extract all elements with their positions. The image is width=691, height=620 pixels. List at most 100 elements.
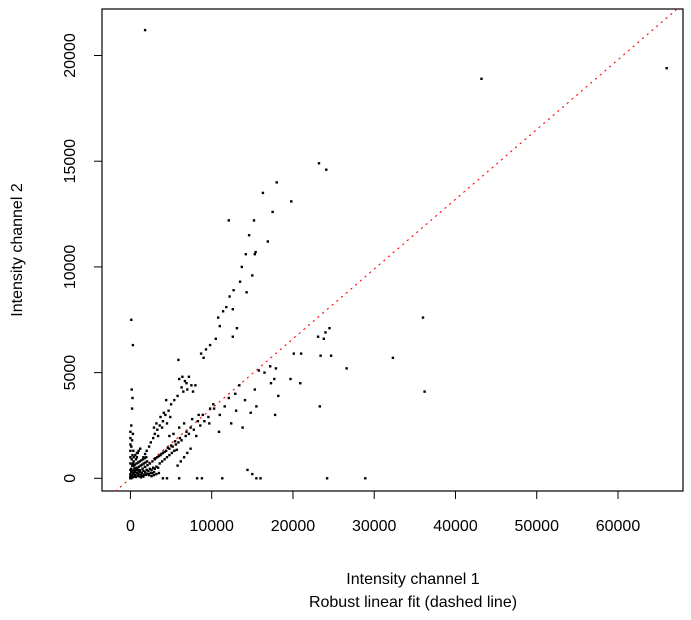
data-point	[178, 426, 181, 429]
data-point	[194, 384, 197, 387]
data-point	[152, 473, 156, 477]
data-point	[160, 426, 164, 429]
data-point	[316, 335, 320, 338]
data-point	[266, 240, 269, 243]
fit-line	[115, 8, 678, 492]
data-point	[147, 473, 151, 477]
data-point	[135, 462, 138, 465]
data-point	[247, 234, 251, 237]
data-point	[152, 426, 156, 429]
data-point	[155, 472, 158, 476]
data-point	[161, 477, 165, 480]
y-tick-label: 15000	[62, 139, 79, 184]
data-point	[257, 369, 260, 372]
data-point	[146, 464, 149, 467]
x-tick-label: 10000	[189, 518, 234, 535]
data-point	[171, 445, 174, 448]
data-point	[156, 456, 159, 459]
data-point	[136, 466, 139, 469]
data-point	[232, 289, 235, 292]
data-point	[319, 354, 322, 357]
data-point	[207, 415, 210, 419]
data-point	[163, 450, 166, 454]
data-point	[364, 477, 367, 480]
x-axis: 0 10000 20000 30000 40000 50000 60000	[126, 490, 641, 535]
data-point	[137, 449, 140, 452]
data-point	[140, 459, 143, 462]
data-point	[158, 424, 161, 427]
data-point	[173, 440, 177, 443]
data-point	[149, 471, 152, 474]
data-point	[145, 472, 148, 476]
data-point	[208, 422, 211, 425]
data-point	[155, 422, 158, 425]
data-point	[156, 466, 160, 469]
data-point	[318, 405, 321, 408]
data-point	[180, 386, 183, 389]
data-point	[169, 403, 173, 406]
data-point	[254, 250, 257, 254]
data-point	[132, 449, 135, 452]
data-point	[271, 210, 274, 214]
data-point	[177, 358, 180, 362]
data-point	[183, 379, 187, 383]
data-point	[235, 327, 239, 330]
data-point	[158, 462, 161, 465]
fit-line-layer	[115, 8, 678, 492]
data-point	[223, 405, 226, 408]
data-point	[261, 191, 265, 195]
x-tick-label: 60000	[596, 518, 641, 535]
data-point	[289, 377, 292, 381]
data-point	[329, 354, 333, 357]
data-point	[130, 473, 133, 477]
data-point	[182, 422, 186, 425]
data-point	[165, 449, 168, 452]
data-point	[179, 460, 182, 463]
data-point	[176, 464, 179, 467]
data-point	[214, 337, 217, 340]
data-point	[131, 343, 135, 347]
data-point	[157, 471, 161, 475]
data-point	[221, 477, 224, 480]
data-point	[129, 443, 132, 446]
data-point	[173, 449, 176, 452]
data-point	[245, 291, 248, 294]
data-point	[180, 439, 183, 442]
data-point	[135, 468, 138, 472]
data-point	[145, 449, 148, 452]
data-point	[134, 475, 138, 479]
data-point	[147, 469, 150, 473]
data-point	[202, 356, 205, 359]
data-point	[134, 473, 137, 477]
data-point	[129, 468, 132, 472]
data-point	[227, 219, 230, 222]
y-tick-label: 0	[62, 474, 79, 483]
data-point	[129, 430, 132, 433]
data-point	[160, 460, 164, 463]
data-point	[137, 461, 140, 464]
data-point	[139, 464, 142, 467]
data-point	[131, 476, 135, 479]
data-point	[322, 337, 325, 340]
data-point	[249, 411, 252, 414]
data-point	[190, 384, 193, 387]
data-point	[165, 422, 169, 425]
data-point	[391, 356, 395, 359]
data-point	[246, 468, 249, 472]
data-point	[129, 472, 132, 476]
data-point	[132, 456, 135, 459]
data-point	[131, 462, 135, 465]
data-point	[299, 352, 303, 355]
data-point	[153, 467, 156, 470]
data-point	[182, 390, 185, 393]
data-point	[142, 475, 145, 478]
data-point	[147, 445, 151, 448]
data-point	[234, 409, 238, 412]
data-point	[187, 375, 191, 378]
data-point	[156, 428, 159, 431]
data-point	[140, 471, 143, 475]
data-point	[176, 394, 179, 398]
data-point	[173, 398, 176, 402]
data-point	[178, 377, 181, 381]
data-point	[154, 457, 157, 460]
